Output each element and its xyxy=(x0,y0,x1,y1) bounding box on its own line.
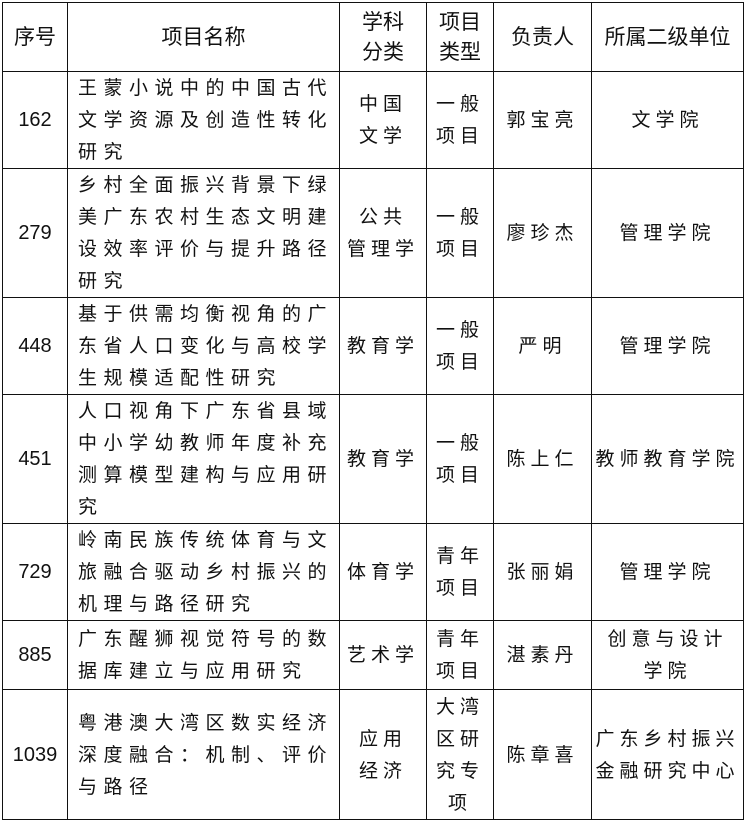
cell-leader: 郭宝亮 xyxy=(493,71,592,169)
cell-type: 青年 项目 xyxy=(426,620,494,690)
cell-type: 青年 项目 xyxy=(426,523,494,621)
cell-subject: 教育学 xyxy=(339,394,427,524)
table-row: 451 人口视角下广东省县域中小学幼教师年度补充测算模型建构与应用研究 教育学 一般项… xyxy=(2,394,744,524)
table-row: 1039 粤港澳大湾区数实经济深度融合：机制、评价与路径 应用 经济 大湾 区研 究专项陈章… xyxy=(2,689,744,820)
header-subject: 学科 分类 xyxy=(339,2,427,72)
cell-type-line: 项目 xyxy=(435,238,484,260)
cell-type: 一般 项目 xyxy=(426,297,494,395)
cell-type-line: 究专 xyxy=(435,759,484,782)
cell-type-line: 项 xyxy=(447,791,472,814)
cell-unit: 管理学院 xyxy=(591,523,744,621)
cell-type: 一般 项目 xyxy=(426,394,494,524)
cell-type: 一般 项目 xyxy=(426,71,494,169)
cell-subject-line: 教育学 xyxy=(346,448,419,470)
cell-unit-line: 管理学院 xyxy=(619,335,716,357)
cell-unit-line: 管理学院 xyxy=(619,222,716,244)
cell-subject-line: 公共 xyxy=(358,206,407,228)
header-name: 项目名称 xyxy=(67,2,340,72)
cell-type-line: 一般 xyxy=(435,93,484,115)
cell-type-line: 青年 xyxy=(435,545,484,567)
cell-id: 451 xyxy=(2,394,68,524)
cell-unit-line: 创意与设计 xyxy=(607,628,728,650)
cell-type-line: 一般 xyxy=(435,319,484,341)
cell-type-line: 区研 xyxy=(435,727,484,750)
cell-type-line: 项目 xyxy=(435,660,484,682)
cell-name: 岭南民族传统体育与文旅融合驱动乡村振兴的机理与路径研究 xyxy=(67,523,340,621)
header-row: 序号 项目名称 学科分类 项目类型 负责人 所属二级单位 xyxy=(2,2,744,72)
cell-type-line: 项目 xyxy=(435,464,484,486)
table-row: 448 基于供需均衡视角的广东省人口变化与高校学生规模适配性研究 教育学 一般项目 严明… xyxy=(2,297,744,395)
cell-type: 一般 项目 xyxy=(426,168,494,298)
header-leader: 负责人 xyxy=(493,2,592,72)
cell-subject: 艺术学 xyxy=(339,620,427,690)
cell-unit: 管理学院 xyxy=(591,297,744,395)
cell-name: 广东醒狮视觉符号的数据库建立与应用研究 xyxy=(67,620,340,690)
cell-id: 279 xyxy=(2,168,68,298)
cell-leader: 陈上仁 xyxy=(493,394,592,524)
cell-type-line: 项目 xyxy=(435,577,484,599)
cell-name: 粤港澳大湾区数实经济深度融合：机制、评价与路径 xyxy=(67,689,340,820)
cell-unit-line: 学院 xyxy=(643,660,692,682)
cell-subject-line: 文学 xyxy=(358,125,407,147)
cell-type-line: 项目 xyxy=(435,125,484,147)
header-type: 项目 类型 xyxy=(426,2,494,72)
cell-leader: 张丽娟 xyxy=(493,523,592,621)
header-line: 学科 xyxy=(362,10,404,34)
cell-unit-line: 管理学院 xyxy=(619,561,716,583)
cell-subject-line: 艺术学 xyxy=(346,644,419,666)
cell-leader: 陈章喜 xyxy=(493,689,592,820)
table-row: 729 岭南民族传统体育与文旅融合驱动乡村振兴的机理与路径研究 体育学 青年项目 张丽娟… xyxy=(2,523,744,621)
cell-subject-line: 经济 xyxy=(358,759,407,782)
cell-unit: 创意与设计 学院 xyxy=(591,620,744,690)
cell-leader: 严明 xyxy=(493,297,592,395)
cell-type: 大湾 区研 究专项 xyxy=(426,689,494,820)
cell-subject-line: 应用 xyxy=(358,727,407,750)
cell-unit: 广东乡村振兴 金融研究中心 xyxy=(591,689,744,820)
cell-name: 基于供需均衡视角的广东省人口变化与高校学生规模适配性研究 xyxy=(67,297,340,395)
cell-type-line: 大湾 xyxy=(435,695,484,718)
cell-subject: 教育学 xyxy=(339,297,427,395)
cell-subject: 公共 管理学 xyxy=(339,168,427,298)
cell-subject-line: 中国 xyxy=(358,93,407,115)
cell-type-line: 项目 xyxy=(435,351,484,373)
header-line: 项目 xyxy=(439,10,481,34)
cell-unit: 文学院 xyxy=(591,71,744,169)
cell-subject: 中国 文学 xyxy=(339,71,427,169)
cell-id: 885 xyxy=(2,620,68,690)
cell-id: 448 xyxy=(2,297,68,395)
cell-type-line: 一般 xyxy=(435,432,484,454)
cell-unit-line: 广东乡村振兴 xyxy=(595,727,740,750)
cell-unit-line: 文学院 xyxy=(631,109,704,131)
cell-name: 乡村全面振兴背景下绿美广东农村生态文明建设效率评价与提升路径研究 xyxy=(67,168,340,298)
cell-subject: 体育学 xyxy=(339,523,427,621)
table-row: 885 广东醒狮视觉符号的数据库建立与应用研究 艺术学 青年项目 湛素丹 创意与设计学院 xyxy=(2,620,744,690)
cell-leader: 湛素丹 xyxy=(493,620,592,690)
header-line: 分类 xyxy=(362,40,404,64)
table-row: 279 乡村全面振兴背景下绿美广东农村生态文明建设效率评价与提升路径研究 公共管理学… xyxy=(2,168,744,298)
cell-id: 1039 xyxy=(2,689,68,820)
cell-subject-line: 教育学 xyxy=(346,335,419,357)
cell-subject-line: 体育学 xyxy=(346,561,419,583)
cell-subject-line: 管理学 xyxy=(346,238,419,260)
cell-id: 729 xyxy=(2,523,68,621)
cell-type-line: 一般 xyxy=(435,206,484,228)
cell-id: 162 xyxy=(2,71,68,169)
cell-leader: 廖珍杰 xyxy=(493,168,592,298)
cell-name: 人口视角下广东省县域中小学幼教师年度补充测算模型建构与应用研究 xyxy=(67,394,340,524)
cell-unit: 教师教育学院 xyxy=(591,394,744,524)
header-id: 序号 xyxy=(2,2,68,72)
cell-unit-line: 教师教育学院 xyxy=(595,448,740,470)
cell-unit-line: 金融研究中心 xyxy=(595,759,740,782)
cell-type-line: 青年 xyxy=(435,628,484,650)
header-line: 类型 xyxy=(439,40,481,64)
table-row: 162 王蒙小说中的中国古代文学资源及创造性转化研究 中国 文学 一般 项目 郭宝亮 文学院 xyxy=(2,71,744,169)
cell-unit: 管理学院 xyxy=(591,168,744,298)
header-unit: 所属二级单位 xyxy=(591,2,744,72)
cell-name: 王蒙小说中的中国古代文学资源及创造性转化研究 xyxy=(67,71,340,169)
cell-subject: 应用 经济 xyxy=(339,689,427,820)
